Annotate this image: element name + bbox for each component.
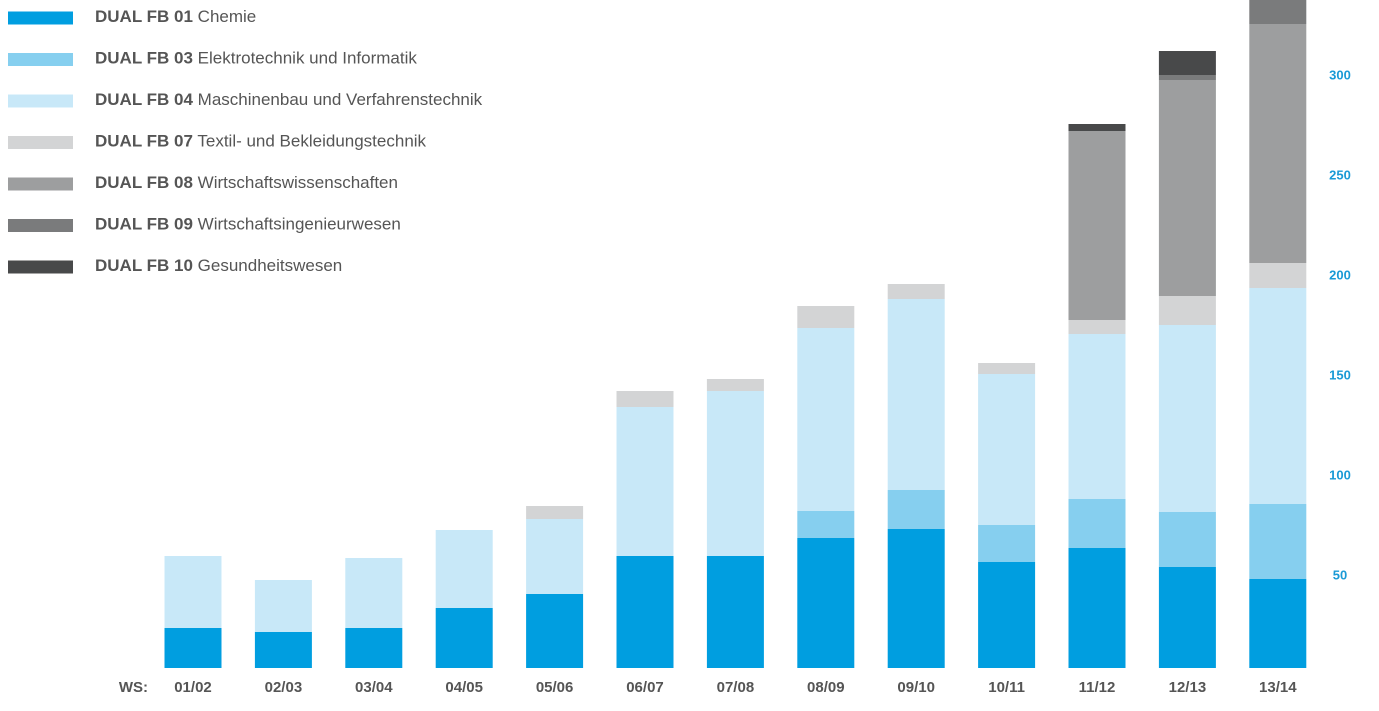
bar-segment: [887, 299, 945, 490]
bar-segment: [978, 363, 1036, 374]
bar-segment: [254, 632, 312, 668]
legend-code: DUAL FB 10: [95, 256, 193, 275]
legend-name: Wirtschaftswissenschaften: [198, 173, 398, 192]
bar-segment: [797, 306, 855, 328]
bar-segment: [978, 374, 1036, 525]
bar-segment: [978, 562, 1036, 668]
legend-label: DUAL FB 03 Elektrotechnik und Informatik: [95, 49, 417, 68]
x-tick-label: 08/09: [807, 679, 845, 696]
legend-swatch: [8, 136, 73, 149]
bar-segment: [887, 284, 945, 299]
legend-swatch: [8, 11, 73, 25]
bar-segment: [978, 525, 1036, 562]
bar-segment: [1158, 567, 1216, 668]
legend-swatch: [8, 219, 73, 232]
legend-code: DUAL FB 08: [95, 173, 193, 192]
x-tick-label: 06/07: [626, 679, 664, 696]
x-tick-label: 01/02: [174, 679, 212, 696]
legend-label: DUAL FB 10 Gesundheitswesen: [95, 256, 342, 275]
legend-name: Chemie: [198, 7, 257, 26]
legend-name: Wirtschaftsingenieurwesen: [198, 215, 401, 234]
bar-segment: [1068, 548, 1126, 668]
bar-segment: [435, 608, 493, 668]
legend-label: DUAL FB 01 Chemie: [95, 7, 256, 26]
legend-name: Textil- und Bekleidungstechnik: [197, 132, 426, 151]
y-tick-label: 50: [1333, 567, 1347, 582]
bar-segment: [797, 328, 855, 511]
legend-label: DUAL FB 09 Wirtschaftsingenieurwesen: [95, 215, 401, 234]
bar-segment: [616, 407, 674, 556]
legend-code: DUAL FB 07: [95, 132, 193, 151]
x-tick-label: 07/08: [717, 679, 755, 696]
legend-code: DUAL FB 01: [95, 7, 193, 26]
bar-segment: [1068, 124, 1126, 131]
legend-name: Maschinenbau und Verfahrenstechnik: [198, 90, 483, 109]
legend-label: DUAL FB 04 Maschinenbau und Verfahrenste…: [95, 90, 483, 109]
bar-segment: [164, 556, 222, 628]
legend-name: Elektrotechnik und Informatik: [198, 49, 418, 68]
legend-code: DUAL FB 09: [95, 215, 193, 234]
bar-segment: [1249, 504, 1307, 579]
x-axis-label: WS:: [119, 679, 148, 696]
bar-segment: [887, 490, 945, 529]
bar-segment: [616, 556, 674, 668]
bar-segment: [1158, 75, 1216, 80]
x-tick-label: 10/11: [988, 679, 1025, 696]
bar-segment: [1249, 288, 1307, 504]
x-tick-label: 11/12: [1079, 679, 1116, 696]
legend-code: DUAL FB 04: [95, 90, 193, 109]
bar-segment: [1249, 579, 1307, 668]
bar-segment: [345, 558, 403, 628]
y-tick-label: 100: [1329, 467, 1351, 482]
bar-segment: [706, 379, 764, 391]
bar-segment: [887, 529, 945, 668]
x-tick-label: 05/06: [536, 679, 574, 696]
bar-segment: [1249, 263, 1307, 288]
bar-segment: [435, 530, 493, 608]
bar-segment: [706, 556, 764, 668]
bar-segment: [1158, 296, 1216, 325]
bar-segment: [1068, 499, 1126, 548]
bar-segment: [797, 511, 855, 538]
bar-segment: [345, 628, 403, 668]
x-tick-label: 03/04: [355, 679, 393, 696]
x-tick-label: 02/03: [265, 679, 303, 696]
bar-segment: [1158, 512, 1216, 567]
legend-swatch: [8, 177, 73, 191]
bar-segment: [254, 580, 312, 632]
bar-segment: [1068, 334, 1126, 499]
bar-segment: [1158, 325, 1216, 512]
bar-segment: [526, 594, 584, 668]
y-tick-label: 300: [1329, 67, 1351, 82]
legend-name: Gesundheitswesen: [198, 256, 343, 275]
legend-swatch: [8, 94, 73, 108]
legend-swatch: [8, 53, 73, 66]
bar-segment: [526, 506, 584, 519]
legend-code: DUAL FB 03: [95, 49, 193, 68]
bar-segment: [797, 538, 855, 668]
bar-segment: [1249, 0, 1307, 24]
bar-segment: [1068, 320, 1126, 334]
x-tick-label: 04/05: [445, 679, 483, 696]
y-tick-label: 200: [1329, 267, 1351, 282]
y-tick-label: 250: [1329, 167, 1351, 182]
y-tick-label: 150: [1329, 367, 1351, 382]
x-tick-label: 13/14: [1259, 679, 1297, 696]
bar-segment: [526, 519, 584, 594]
bar-segment: [1158, 51, 1216, 75]
legend-label: DUAL FB 07 Textil- und Bekleidungstechni…: [95, 132, 427, 151]
bar-segment: [706, 391, 764, 556]
x-tick-label: 12/13: [1169, 679, 1207, 696]
bar-segment: [1249, 24, 1307, 263]
bar-segment: [1158, 80, 1216, 296]
bar-segment: [616, 391, 674, 407]
legend-swatch: [8, 260, 73, 274]
legend-label: DUAL FB 08 Wirtschaftswissenschaften: [95, 173, 398, 192]
bar-segment: [1068, 131, 1126, 320]
x-tick-label: 09/10: [897, 679, 935, 696]
bar-segment: [164, 628, 222, 668]
